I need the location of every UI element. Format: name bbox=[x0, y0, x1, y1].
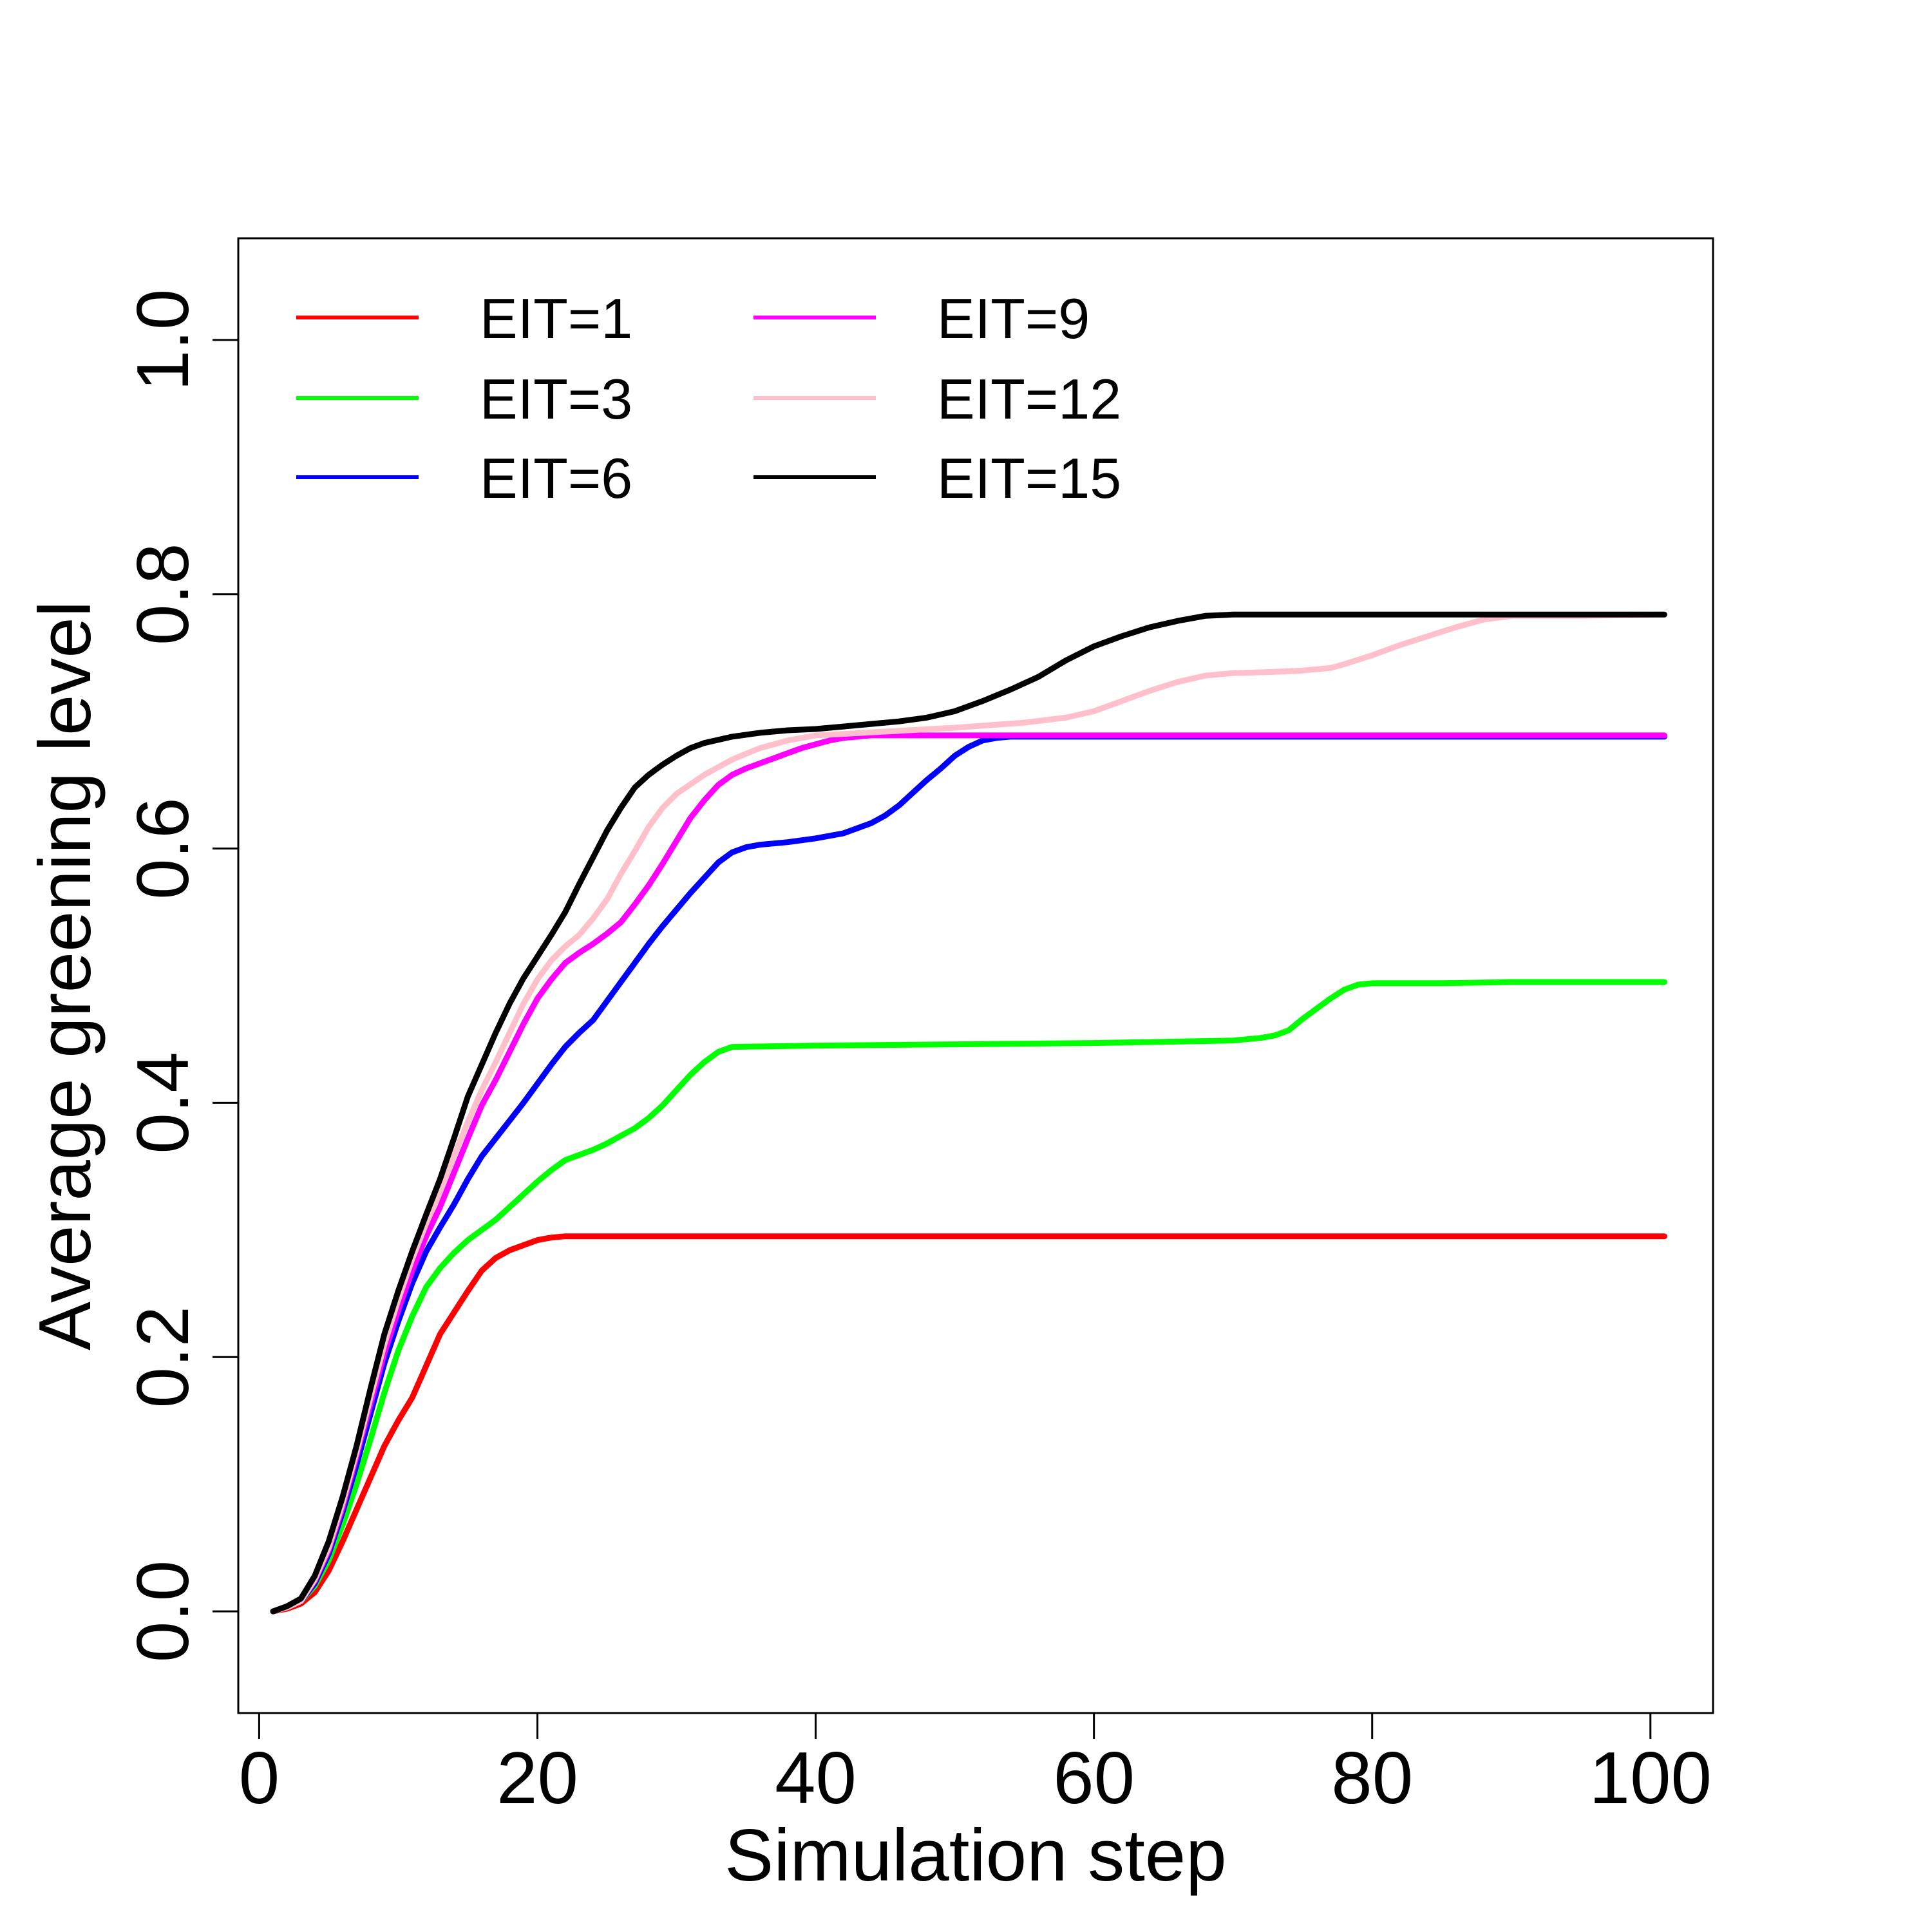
x-tick-label: 100 bbox=[1589, 1738, 1712, 1819]
legend: EIT=1 EIT=3 EIT=6 EIT=9 EIT=12 EIT=15 bbox=[296, 287, 1121, 510]
y-tick-label: 0.8 bbox=[122, 544, 204, 645]
series-line-eit-6 bbox=[270, 734, 1667, 1615]
series-line-eit-3 bbox=[270, 979, 1667, 1615]
y-tick-label: 1.0 bbox=[122, 289, 204, 391]
axes-group: 0 20 40 60 80 100 0.0 0.2 0.4 0.6 0.8 1.0 bbox=[122, 289, 1712, 1819]
x-tick-label: 80 bbox=[1331, 1738, 1413, 1819]
y-tick-label: 0.2 bbox=[122, 1306, 204, 1408]
legend-label-eit-15: EIT=15 bbox=[937, 446, 1121, 510]
series-line-eit-15 bbox=[270, 611, 1667, 1615]
y-tick-label: 0.0 bbox=[122, 1560, 204, 1662]
series-line-eit-1 bbox=[270, 1233, 1667, 1615]
y-tick-label: 0.6 bbox=[122, 797, 204, 899]
x-axis-label: Simulation step bbox=[724, 1815, 1226, 1897]
legend-label-eit-3: EIT=3 bbox=[480, 367, 632, 431]
legend-label-eit-12: EIT=12 bbox=[937, 367, 1121, 431]
legend-label-eit-1: EIT=1 bbox=[480, 287, 632, 350]
legend-label-eit-9: EIT=9 bbox=[937, 287, 1090, 350]
legend-label-eit-6: EIT=6 bbox=[480, 446, 632, 510]
y-axis-label: Average greening level bbox=[24, 601, 106, 1350]
series-lines-group bbox=[270, 611, 1667, 1615]
x-tick-label: 20 bbox=[497, 1738, 578, 1819]
y-tick-label: 0.4 bbox=[122, 1052, 204, 1153]
x-tick-label: 0 bbox=[239, 1738, 279, 1819]
x-tick-label: 40 bbox=[775, 1738, 857, 1819]
x-tick-label: 60 bbox=[1053, 1738, 1135, 1819]
